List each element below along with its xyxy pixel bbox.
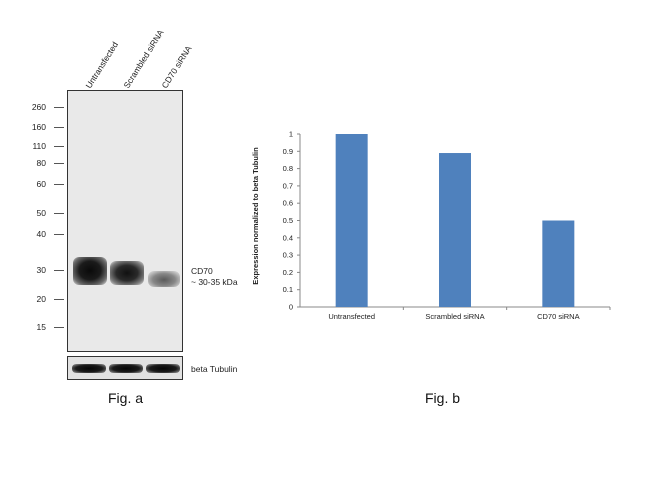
- x-tick-label: Untransfected: [328, 312, 375, 321]
- tubulin-band-scrambled-sirna: [109, 364, 143, 373]
- mw-tick-160: [54, 127, 64, 128]
- mw-label-50: 50: [36, 208, 46, 218]
- tubulin-band-untransfected: [72, 364, 106, 373]
- mw-label-60: 60: [36, 179, 46, 189]
- mw-label-15: 15: [36, 322, 46, 332]
- mw-tick-15: [54, 327, 64, 328]
- mw-label-110: 110: [32, 141, 46, 151]
- mw-label-260: 260: [31, 102, 46, 112]
- y-tick-label: 0.7: [283, 181, 293, 190]
- y-tick-label: 0.5: [283, 216, 293, 225]
- mw-tick-30: [54, 270, 64, 271]
- mw-tick-80: [54, 163, 64, 164]
- chart-y-axis-label: Expression normalized to beta Tubulin: [251, 147, 260, 285]
- chart-bar: [335, 134, 368, 307]
- y-tick-label: 0.3: [283, 251, 293, 260]
- y-tick-label: 0.1: [283, 285, 293, 294]
- blot-membrane-beta-tubulin: [67, 356, 183, 380]
- mw-label-30: 30: [36, 265, 46, 275]
- mw-tick-20: [54, 299, 64, 300]
- mw-tick-50: [54, 213, 64, 214]
- cd70-band-size-label: ~ 30-35 kDa: [191, 277, 238, 287]
- mw-label-80: 80: [36, 158, 46, 168]
- figure-a-caption: Fig. a: [108, 390, 144, 406]
- y-tick-label: 0.6: [283, 199, 293, 208]
- mw-label-160: 160: [31, 122, 46, 132]
- y-tick-label: 1: [289, 130, 293, 139]
- mw-tick-110: [54, 146, 64, 147]
- y-tick-label: 0.2: [283, 268, 293, 277]
- beta-tubulin-label: beta Tubulin: [191, 364, 238, 374]
- cd70-band-cd70-sirna: [148, 271, 180, 287]
- y-tick-label: 0: [289, 303, 293, 312]
- y-tick-label: 0.9: [283, 147, 293, 156]
- x-tick-label: CD70 siRNA: [537, 312, 580, 321]
- mw-tick-260: [54, 107, 64, 108]
- mw-label-40: 40: [36, 229, 46, 239]
- mw-label-20: 20: [36, 294, 46, 304]
- cd70-band-scrambled-sirna: [110, 261, 144, 285]
- y-tick-label: 0.4: [283, 233, 293, 242]
- mw-tick-40: [54, 234, 64, 235]
- x-tick-label: Scrambled siRNA: [425, 312, 484, 321]
- cd70-band-label: CD70: [191, 266, 213, 276]
- chart-bar: [439, 153, 471, 307]
- blot-membrane-cd70: [67, 90, 183, 352]
- tubulin-band-cd70-sirna: [146, 364, 180, 373]
- figure-b-caption: Fig. b: [425, 390, 461, 406]
- y-tick-label: 0.8: [283, 164, 293, 173]
- chart-bar: [542, 220, 575, 307]
- cd70-band-untransfected: [73, 257, 107, 285]
- mw-tick-60: [54, 184, 64, 185]
